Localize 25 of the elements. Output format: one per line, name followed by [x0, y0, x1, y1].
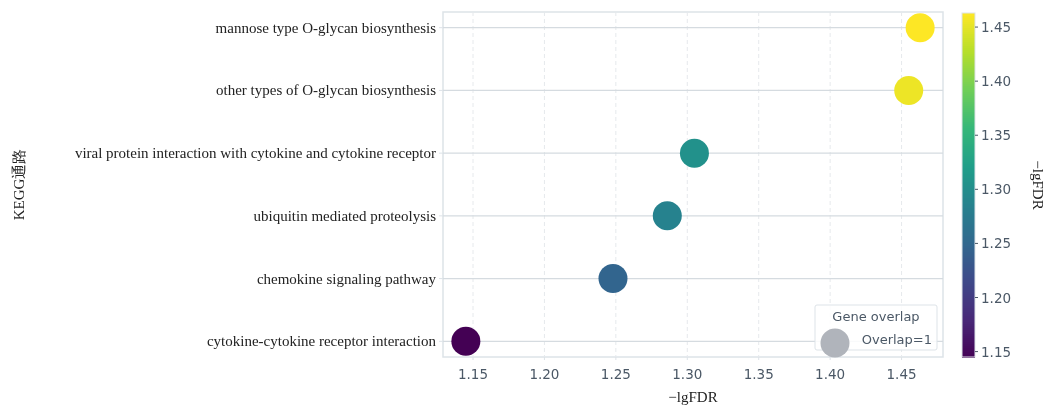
color-bar-label: 1.35: [981, 127, 1012, 144]
y-axis-title: KEGG通路: [11, 148, 27, 221]
legend-label: Overlap=1: [861, 332, 932, 347]
y-tick-label: chemokine signaling pathway: [256, 270, 437, 287]
x-tick-label: 1.20: [529, 366, 560, 382]
y-tick-label: ubiquitin mediated proteolysis: [253, 207, 437, 224]
x-tick-label: 1.25: [600, 366, 631, 382]
color-bar-title: −lgFDR: [1030, 160, 1045, 210]
color-bar-label: 1.15: [981, 343, 1012, 360]
y-tick-label: cytokine-cytokine receptor interaction: [206, 333, 437, 350]
x-tick-label: 1.35: [743, 366, 774, 382]
x-tick-label: 1.40: [815, 366, 846, 382]
y-tick-label: viral protein interaction with cytokine and cytokine receptor: [74, 145, 436, 162]
color-bar-label: 1.45: [981, 19, 1012, 36]
x-tick-label: 1.15: [457, 366, 489, 382]
y-tick-label: other types of O-glycan biosynthesis: [216, 82, 437, 99]
color-bar-label: 1.40: [981, 73, 1012, 90]
legend-title: Gene overlap: [832, 309, 920, 324]
color-bar-label: 1.20: [981, 289, 1012, 306]
x-tick-label: 1.30: [672, 366, 703, 382]
color-bar-label: 1.30: [981, 181, 1012, 198]
color-bar-label: 1.25: [981, 235, 1012, 252]
y-tick-label: mannose type O-glycan biosynthesis: [215, 19, 437, 36]
x-tick-label: 1.45: [886, 366, 917, 382]
x-axis-title: −lgFDR: [668, 389, 718, 405]
